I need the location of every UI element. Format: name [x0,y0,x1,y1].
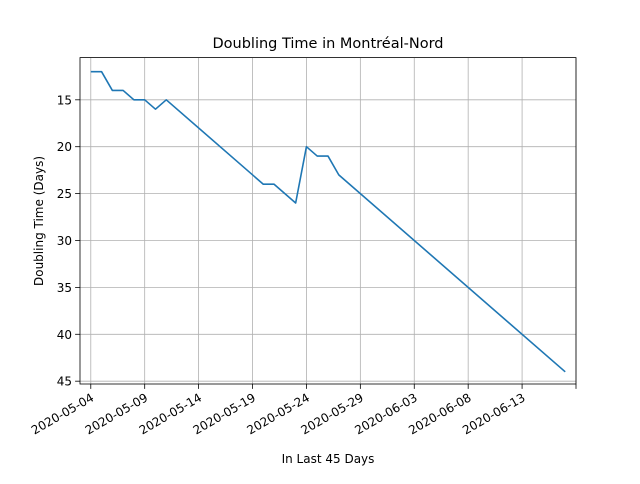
grid-lines [80,57,577,384]
series-group [90,70,566,373]
axis-ticks: 2020-05-042020-05-092020-05-142020-05-19… [29,93,577,437]
chart-title: Doubling Time in Montréal-Nord [212,36,443,52]
y-tick-label: 15 [57,93,72,107]
y-tick-label: 25 [57,187,72,201]
y-tick-label: 30 [57,234,72,248]
series-line [90,70,566,373]
y-axis-label: Doubling Time (Days) [32,156,46,286]
x-axis-label: In Last 45 Days [282,452,375,466]
y-tick-label: 40 [57,328,72,342]
y-tick-label: 35 [57,281,72,295]
y-tick-label: 45 [57,375,72,389]
plot-area-frame [79,57,577,385]
y-tick-label: 20 [57,140,72,154]
